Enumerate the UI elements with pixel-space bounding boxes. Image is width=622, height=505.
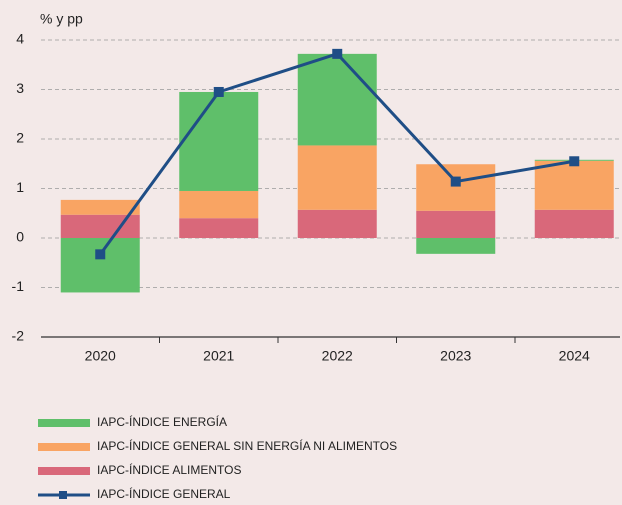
- bar: [297, 209, 377, 238]
- legend-label: IAPC-ÍNDICE GENERAL SIN ENERGÍA NI ALIME…: [97, 438, 397, 453]
- y-tick-label: 0: [16, 229, 24, 245]
- marker: [450, 176, 461, 187]
- x-tick-label: 2024: [559, 348, 590, 364]
- bar: [179, 218, 259, 238]
- marker: [213, 86, 224, 97]
- bar: [416, 210, 496, 238]
- legend-label: IAPC-ÍNDICE ALIMENTOS: [97, 462, 241, 477]
- marker: [569, 156, 580, 167]
- legend-label: IAPC-ÍNDICE GENERAL: [97, 486, 231, 501]
- bar: [534, 209, 614, 238]
- bar: [534, 160, 614, 210]
- x-tick-label: 2020: [85, 348, 116, 364]
- legend-swatch: [38, 443, 90, 451]
- y-tick-label: 3: [16, 80, 24, 96]
- marker: [95, 249, 106, 260]
- y-tick-label: -1: [12, 278, 25, 294]
- bar: [179, 91, 259, 191]
- x-tick-label: 2021: [203, 348, 234, 364]
- legend-swatch: [38, 467, 90, 475]
- x-tick-label: 2022: [322, 348, 353, 364]
- legend-swatch: [59, 491, 67, 499]
- marker: [332, 48, 343, 59]
- y-tick-label: -2: [12, 328, 25, 344]
- y-axis-label: % y pp: [40, 11, 83, 27]
- bar: [179, 190, 259, 219]
- y-tick-label: 4: [16, 31, 24, 47]
- bar: [297, 145, 377, 210]
- x-tick-label: 2023: [440, 348, 471, 364]
- y-tick-label: 1: [16, 179, 24, 195]
- bar: [416, 164, 496, 211]
- bar: [297, 53, 377, 146]
- y-tick-label: 2: [16, 130, 24, 146]
- legend-swatch: [38, 419, 90, 427]
- bar: [60, 214, 140, 238]
- legend-label: IAPC-ÍNDICE ENERGÍA: [97, 414, 227, 429]
- bar: [60, 238, 140, 293]
- bar: [60, 199, 140, 215]
- bar: [416, 238, 496, 254]
